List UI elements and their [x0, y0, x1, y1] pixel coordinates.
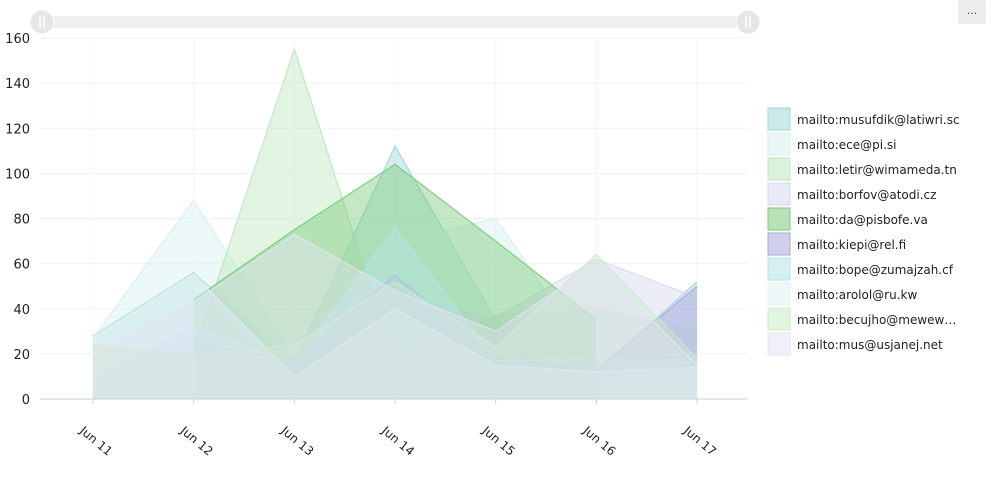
y-tick-label: 40: [13, 303, 30, 318]
legend-label: mailto:ece@pi.si: [797, 138, 897, 152]
series-9: [92, 253, 698, 399]
legend[interactable]: mailto:musufdik@latiwri.sc mailto:ece@pi.…: [767, 107, 960, 356]
series-line: [193, 274, 698, 371]
series-line: [92, 233, 698, 366]
legend-item[interactable]: mailto:bope@zumajzah.cf: [767, 257, 954, 281]
series-line: [92, 199, 698, 366]
legend-label: mailto:da@pisbofe.va: [797, 213, 928, 227]
legend-swatch: [767, 307, 791, 331]
legend-item[interactable]: mailto:arolol@ru.kw: [767, 282, 917, 306]
x-tick-label: Jun 15: [479, 423, 518, 459]
legend-item[interactable]: mailto:letir@wimameda.tn: [767, 157, 957, 181]
legend-swatch: [767, 207, 791, 231]
series-line: [92, 47, 698, 364]
series-area: [93, 254, 697, 399]
series-8: [92, 274, 698, 399]
legend-swatch: [767, 232, 791, 256]
y-tick-label: 120: [5, 122, 30, 137]
y-tick-label: 160: [5, 32, 30, 47]
legend-swatch: [767, 107, 791, 131]
legend-swatch: [767, 332, 791, 356]
x-tick-label: Jun 17: [680, 423, 719, 459]
series-line: [92, 253, 698, 359]
series-layer: [92, 47, 698, 399]
series-area: [193, 259, 697, 399]
y-tick-label: 60: [13, 258, 30, 273]
series-10: [92, 233, 698, 399]
legend-item[interactable]: mailto:ece@pi.si: [767, 132, 897, 156]
legend-label: mailto:letir@wimameda.tn: [797, 163, 957, 177]
legend-label: mailto:arolol@ru.kw: [797, 288, 917, 302]
legend-item[interactable]: mailto:kiepi@rel.fi: [767, 232, 906, 256]
y-tick-label: 0: [22, 393, 30, 408]
series-3: [92, 47, 698, 399]
series-4: [193, 258, 698, 399]
series-line: [92, 274, 698, 378]
legend-item[interactable]: mailto:mus@usjanej.net: [767, 332, 943, 356]
legend-label: mailto:becujho@mewew…: [797, 313, 956, 327]
x-tick-label: Jun 16: [580, 423, 619, 459]
series-area: [93, 227, 697, 399]
legend-item[interactable]: mailto:da@pisbofe.va: [767, 207, 928, 231]
legend-swatch: [767, 132, 791, 156]
y-tick-label: 20: [13, 348, 30, 363]
range-slider[interactable]: [29, 9, 761, 35]
legend-label: mailto:borfov@atodi.cz: [797, 188, 936, 202]
x-tick-label: Jun 12: [177, 423, 216, 459]
x-tick-label: Jun 14: [378, 423, 417, 459]
chart-menu-button[interactable]: ...: [958, 0, 986, 24]
x-tick-label: Jun 13: [278, 423, 317, 459]
legend-swatch: [767, 282, 791, 306]
legend-swatch: [767, 157, 791, 181]
series-line: [193, 163, 597, 321]
legend-item[interactable]: mailto:musufdik@latiwri.sc: [767, 107, 960, 131]
y-tick-label: 140: [5, 77, 30, 92]
x-tick-label: Jun 11: [76, 423, 115, 459]
series-area: [93, 49, 697, 399]
range-slider-handle-right[interactable]: [735, 9, 761, 35]
legend-label: mailto:musufdik@latiwri.sc: [797, 113, 960, 127]
series-line: [193, 258, 698, 364]
series-line: [92, 226, 698, 382]
y-tick-label: 100: [5, 167, 30, 182]
legend-swatch: [767, 182, 791, 206]
range-slider-handle-left[interactable]: [29, 9, 55, 35]
legend-label: mailto:mus@usjanej.net: [797, 338, 943, 352]
series-7: [92, 226, 698, 399]
series-area: [93, 146, 697, 399]
legend-label: mailto:kiepi@rel.fi: [797, 238, 906, 252]
range-slider-track[interactable]: [30, 16, 760, 28]
legend-label: mailto:bope@zumajzah.cf: [797, 263, 954, 277]
series-area: [93, 234, 697, 399]
legend-item[interactable]: mailto:becujho@mewew…: [767, 307, 956, 331]
legend-swatch: [767, 257, 791, 281]
series-area: [93, 274, 697, 399]
legend-item[interactable]: mailto:borfov@atodi.cz: [767, 182, 936, 206]
y-tick-label: 80: [13, 213, 30, 228]
